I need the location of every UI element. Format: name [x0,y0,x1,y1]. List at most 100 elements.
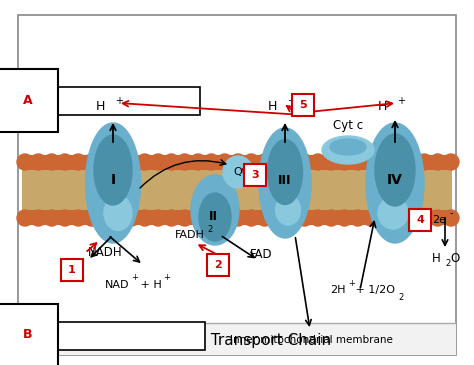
FancyBboxPatch shape [18,15,456,355]
Text: -: - [450,208,454,218]
Text: NADH: NADH [88,246,123,260]
Circle shape [110,210,126,226]
Circle shape [297,210,312,226]
Ellipse shape [191,175,239,245]
Circle shape [376,154,392,170]
Text: IV: IV [387,173,403,187]
Text: H: H [96,100,105,113]
Circle shape [443,210,459,226]
Circle shape [363,210,379,226]
Text: 1: 1 [68,265,76,275]
Text: H: H [268,100,277,113]
Circle shape [350,154,366,170]
Circle shape [110,154,126,170]
Circle shape [390,210,406,226]
FancyBboxPatch shape [207,254,229,276]
Circle shape [164,154,180,170]
Text: 2: 2 [398,292,403,301]
Circle shape [57,154,73,170]
Ellipse shape [259,128,311,238]
Circle shape [310,154,326,170]
Text: 4: 4 [416,215,424,225]
Text: I: I [110,173,116,187]
Circle shape [190,210,206,226]
FancyBboxPatch shape [244,164,266,186]
Circle shape [30,154,46,170]
Circle shape [443,154,459,170]
Circle shape [363,154,379,170]
Circle shape [203,154,219,170]
Ellipse shape [322,136,374,164]
Circle shape [416,154,432,170]
FancyBboxPatch shape [61,259,83,281]
Circle shape [270,210,286,226]
Text: NAD: NAD [105,280,129,290]
Circle shape [44,154,60,170]
Circle shape [83,154,100,170]
FancyBboxPatch shape [409,209,431,231]
Circle shape [337,210,353,226]
Circle shape [230,210,246,226]
Circle shape [390,154,406,170]
Circle shape [97,154,113,170]
Circle shape [17,154,33,170]
Circle shape [150,154,166,170]
Circle shape [70,210,86,226]
Circle shape [416,210,432,226]
Text: A: A [23,93,33,107]
Circle shape [30,210,46,226]
Circle shape [403,154,419,170]
Circle shape [430,154,446,170]
Ellipse shape [85,123,140,243]
Ellipse shape [223,156,253,188]
Text: +: + [397,96,405,106]
Circle shape [83,210,100,226]
Circle shape [217,154,233,170]
Text: Q: Q [234,167,242,177]
Circle shape [44,210,60,226]
FancyBboxPatch shape [22,170,452,210]
Circle shape [283,210,299,226]
Ellipse shape [275,195,301,225]
Circle shape [217,210,233,226]
Circle shape [137,210,153,226]
Circle shape [190,154,206,170]
FancyBboxPatch shape [22,210,452,225]
Text: FAD: FAD [250,249,273,261]
Text: 2: 2 [445,260,450,269]
Circle shape [323,210,339,226]
Circle shape [177,154,193,170]
Circle shape [297,154,312,170]
Circle shape [256,210,273,226]
Circle shape [97,210,113,226]
Text: 2H: 2H [330,285,346,295]
Text: +: + [115,96,123,106]
Circle shape [164,210,180,226]
Text: + 1/2O: + 1/2O [352,285,395,295]
Circle shape [17,210,33,226]
Circle shape [337,154,353,170]
Circle shape [230,154,246,170]
Text: Inner mitochondrial membrane: Inner mitochondrial membrane [230,335,393,345]
Ellipse shape [378,197,408,229]
Text: 2: 2 [214,260,222,270]
Circle shape [403,210,419,226]
Text: Cyt c: Cyt c [333,119,363,132]
Text: III: III [278,173,292,187]
FancyBboxPatch shape [45,87,200,115]
Circle shape [124,154,139,170]
Circle shape [57,210,73,226]
Text: +: + [348,278,355,288]
Text: B: B [23,328,33,342]
Text: 3: 3 [251,170,259,180]
Circle shape [150,210,166,226]
Ellipse shape [267,139,302,204]
Circle shape [124,210,139,226]
Ellipse shape [94,135,132,205]
Circle shape [310,210,326,226]
Text: +: + [131,273,138,283]
Text: + H: + H [137,280,162,290]
Circle shape [323,154,339,170]
Circle shape [137,154,153,170]
Text: O: O [450,251,459,265]
